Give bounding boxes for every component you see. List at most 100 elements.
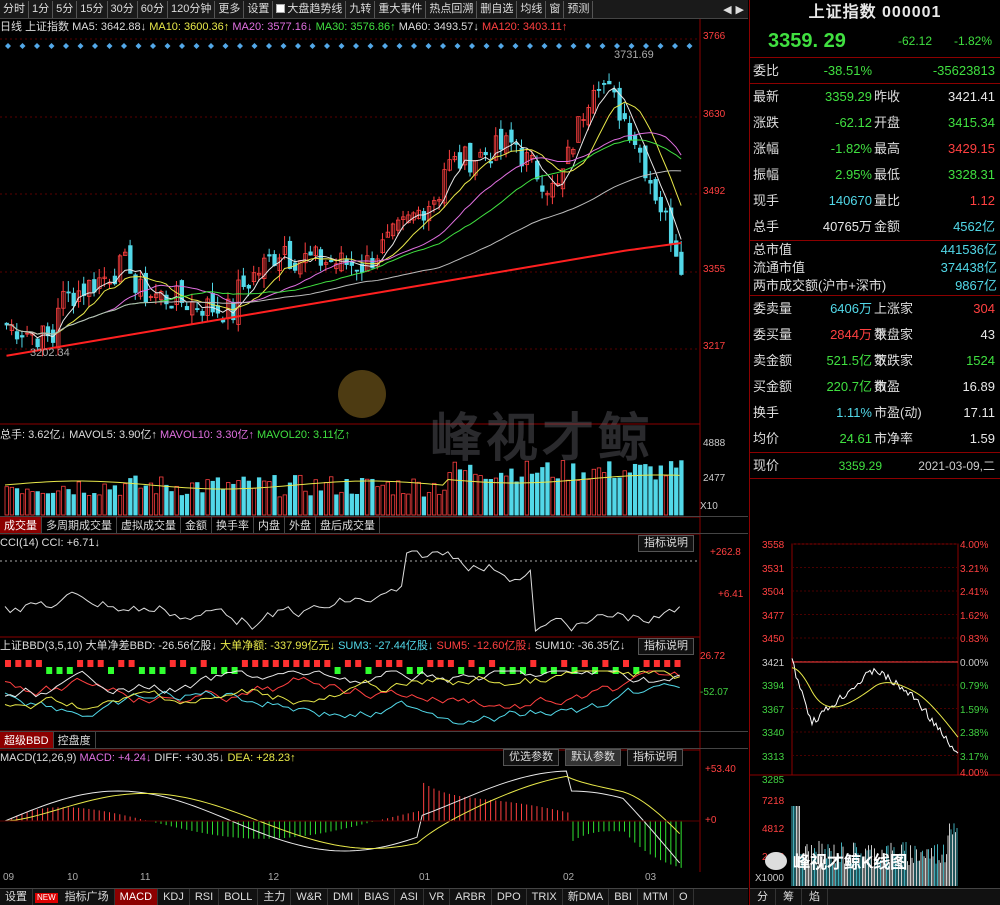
volume-tab-6[interactable]: 外盘: [285, 517, 316, 533]
volume-bar: [81, 492, 87, 516]
macd-axis-zero: +0: [705, 815, 717, 826]
indicator-tab-vr[interactable]: VR: [424, 889, 451, 905]
index-name[interactable]: 上证指数: [25, 21, 70, 33]
option-6[interactable]: 窗: [546, 0, 565, 18]
event-marker: [179, 43, 185, 49]
volume-tab-7[interactable]: 盘后成交量: [316, 517, 380, 533]
period-tab-6[interactable]: 120分钟: [168, 0, 216, 18]
candle-body: [560, 168, 566, 190]
event-marker: [585, 43, 591, 49]
bbd-bar: [581, 660, 588, 667]
breadth-label: 换手: [753, 405, 780, 420]
option-4[interactable]: 删自选: [477, 0, 518, 18]
cap-label: 流通市值: [753, 260, 806, 275]
event-marker: [440, 43, 446, 49]
optimal-params-button[interactable]: 优选参数: [503, 749, 559, 766]
option-1[interactable]: 九转: [346, 0, 376, 18]
volume-tab-1[interactable]: 多周期成交量: [42, 517, 117, 533]
indicator-tab-bias[interactable]: BIAS: [359, 889, 396, 905]
chart-canvas[interactable]: [0, 19, 748, 888]
period-tab-5[interactable]: 60分: [138, 0, 168, 18]
option-3[interactable]: 热点回溯: [426, 0, 478, 18]
indicator-tab-o[interactable]: O: [674, 889, 694, 905]
volume-bar: [638, 464, 643, 516]
indicator-tab-trix[interactable]: TRIX: [527, 889, 563, 905]
bbd-tab-1[interactable]: 控盘度: [54, 732, 96, 748]
default-params-button[interactable]: 默认参数: [565, 749, 621, 766]
option-7[interactable]: 预测: [564, 0, 594, 18]
candle-body: [287, 240, 293, 269]
period-tab-4[interactable]: 30分: [108, 0, 138, 18]
indicator-tab-asi[interactable]: ASI: [395, 889, 424, 905]
indicator-tab-dpo[interactable]: DPO: [492, 889, 527, 905]
indicator-tab-rsi[interactable]: RSI: [190, 889, 220, 905]
volume-bar: [349, 493, 354, 516]
event-marker: [599, 43, 606, 49]
intraday-tab-1[interactable]: 筹: [776, 889, 802, 905]
option-2[interactable]: 重大事件: [375, 0, 427, 18]
bbd-bar: [499, 667, 506, 674]
volume-bar: [545, 462, 550, 516]
volume-bar: [576, 480, 581, 516]
indicator-tab--[interactable]: 设置: [0, 889, 33, 905]
volume-bar: [308, 495, 313, 516]
next-icon[interactable]: ▶: [735, 3, 744, 16]
indicator-tab-mtm[interactable]: MTM: [638, 889, 674, 905]
indicator-tab-bbi[interactable]: BBI: [609, 889, 638, 905]
intraday-tab-0[interactable]: 分: [750, 889, 776, 905]
period-tab-7[interactable]: 更多: [215, 0, 245, 18]
breadth-value2: 17.11: [963, 405, 995, 420]
indicator-tab-kdj[interactable]: KDJ: [158, 889, 190, 905]
quote-value2: 1.12: [969, 193, 995, 208]
period-tab-1[interactable]: 1分: [29, 0, 54, 18]
volume-legend: 总手: 3.62亿↓ MAVOL5: 3.90亿↑ MAVOL10: 3.30亿…: [0, 427, 350, 443]
candle-body: [468, 142, 473, 173]
bbd-help-button[interactable]: 指标说明: [638, 638, 694, 655]
indicator-tab--[interactable]: 主力: [258, 889, 292, 905]
volume-bar: [61, 485, 66, 516]
indicator-tab-w-r[interactable]: W&R: [291, 889, 328, 905]
indicator-tab-macd[interactable]: MACD: [114, 889, 159, 905]
volume-bar: [591, 468, 596, 516]
volume-tab-3[interactable]: 金额: [181, 517, 212, 533]
bbd-bar: [417, 667, 423, 674]
option-5[interactable]: 均线: [517, 0, 547, 18]
indicator-tab-dmi[interactable]: DMI: [328, 889, 360, 905]
trend-checkbox[interactable]: [276, 3, 286, 13]
option-0[interactable]: 大盘趋势线: [273, 0, 347, 18]
indicator-tab--dma[interactable]: 新DMA: [563, 889, 610, 905]
volume-tab-4[interactable]: 换手率: [212, 517, 254, 533]
candle-body: [653, 179, 658, 201]
volume-bar: [303, 490, 308, 516]
mavol10: MAVOL10: 3.30亿↑: [160, 429, 254, 441]
bbd-tab-0[interactable]: 超级BBD: [0, 732, 54, 748]
cci-line: [4, 550, 681, 632]
breadth-stats: 委卖量 6406万 上涨家数 304 委买量 2844万 平盘家数 43 卖金额 521.5亿 下跌…: [750, 296, 1000, 453]
prev-icon[interactable]: ◀: [723, 3, 732, 16]
period-tab-3[interactable]: 15分: [77, 0, 108, 18]
cci-help-button[interactable]: 指标说明: [638, 535, 694, 552]
volume-bar: [607, 461, 612, 516]
intraday-price-6: 3394: [762, 681, 785, 692]
indicator-tab-boll[interactable]: BOLL: [219, 889, 259, 905]
period-tab-8[interactable]: 设置: [244, 0, 274, 18]
volume-tab-0[interactable]: 成交量: [0, 517, 42, 533]
bbd-bar: [190, 667, 197, 674]
event-marker: [309, 43, 316, 49]
intraday-tab-2[interactable]: 焰: [802, 889, 828, 905]
indicator-tab-arbr[interactable]: ARBR: [450, 889, 492, 905]
bbd-bar: [35, 660, 42, 667]
period-tab-2[interactable]: 5分: [53, 0, 78, 18]
indicator-tab--[interactable]: 指标广场: [60, 889, 115, 905]
macd-help-button[interactable]: 指标说明: [627, 749, 683, 766]
volume-tab-2[interactable]: 虚拟成交量: [117, 517, 181, 533]
bbd-bar: [221, 667, 228, 674]
volume-tab-5[interactable]: 内盘: [254, 517, 285, 533]
event-marker: [106, 43, 113, 49]
event-marker: [353, 43, 359, 49]
period-tab-0[interactable]: 分时: [0, 0, 29, 18]
volume-bar: [97, 494, 102, 516]
intraday-chart[interactable]: [750, 540, 1000, 888]
volume-bar: [483, 478, 488, 516]
candle-body: [447, 159, 452, 171]
